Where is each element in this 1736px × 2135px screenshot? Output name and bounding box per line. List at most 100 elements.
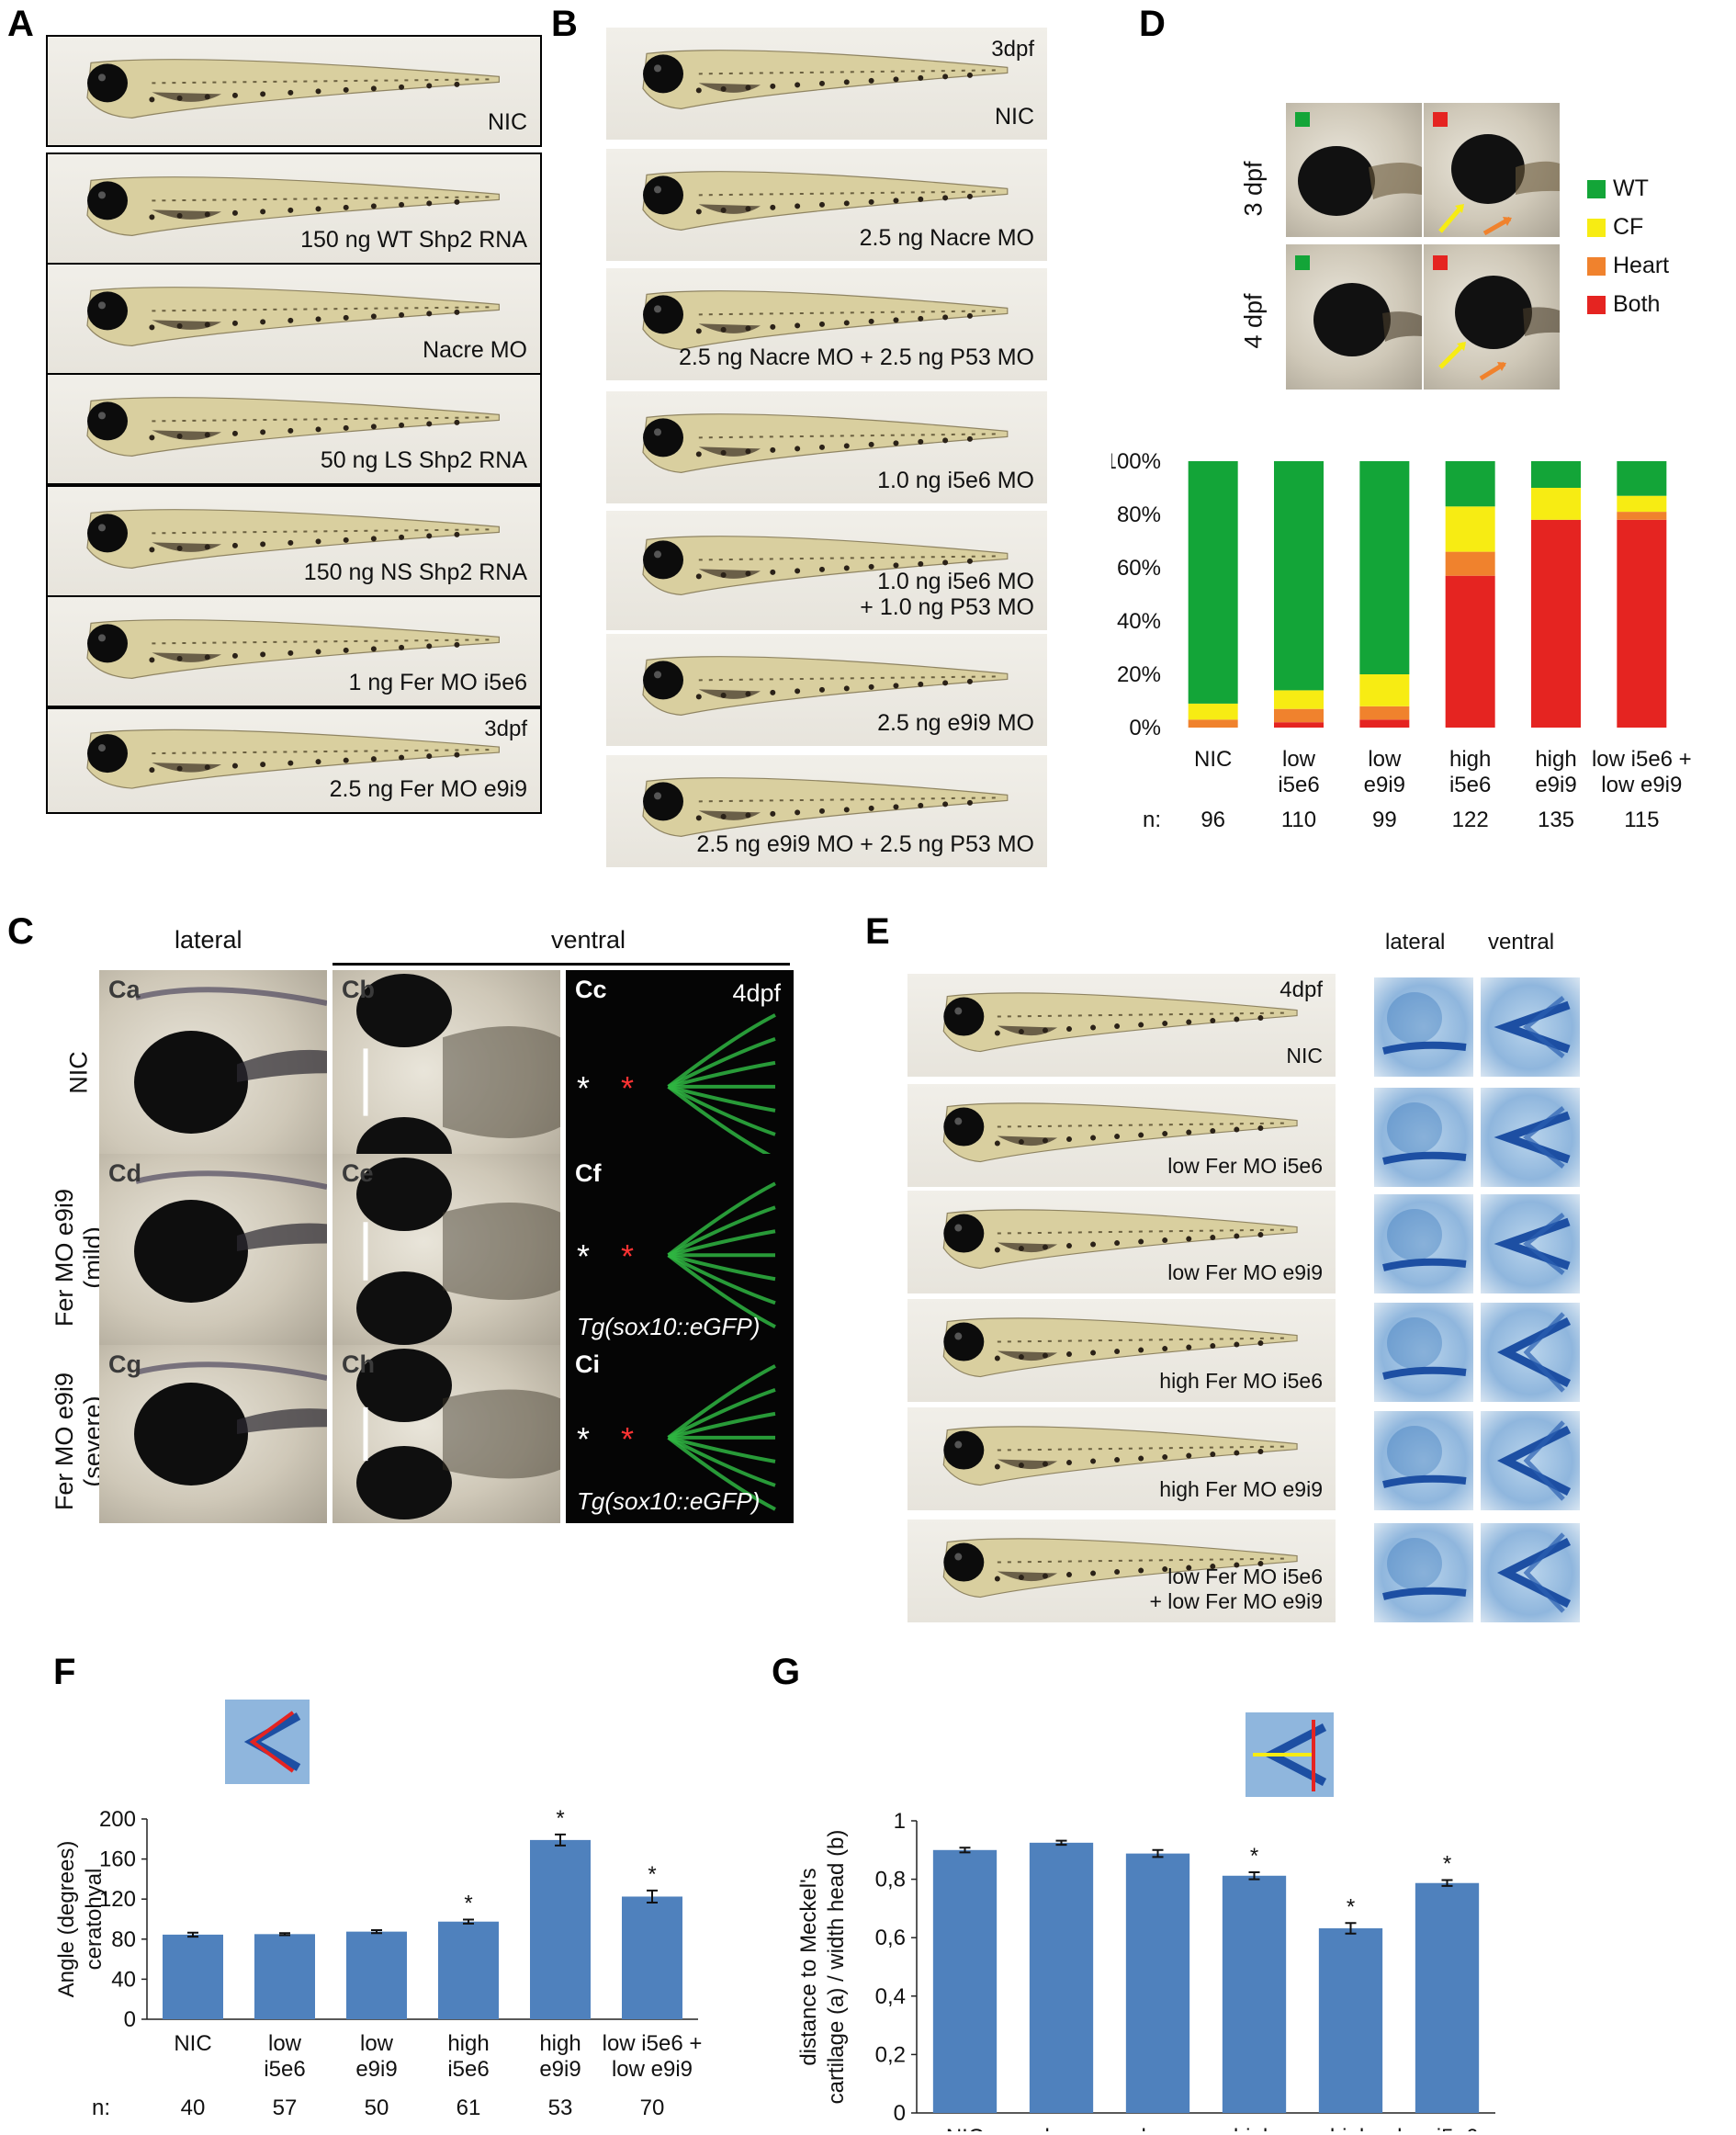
e-alcian-drawing bbox=[1382, 1426, 1467, 1488]
error-bar bbox=[463, 1918, 474, 1925]
c-tile-label: Cg bbox=[108, 1350, 141, 1378]
e-condition-label: high Fer MO e9i9 bbox=[1159, 1476, 1323, 1501]
d-photo-3dpf-wt bbox=[1286, 103, 1422, 237]
category-label: low bbox=[268, 2031, 302, 2056]
b-condition-label: NIC bbox=[994, 104, 1034, 130]
error-bar bbox=[959, 1847, 971, 1854]
b-larva-tile: 1.0 ng i5e6 MO + 1.0 ng P53 MO bbox=[606, 511, 1047, 630]
larva-illustration bbox=[86, 509, 500, 569]
c-photo-tile: Ch bbox=[333, 1345, 560, 1523]
c-stage-label: 4dpf bbox=[732, 979, 781, 1007]
category-label: low e9i9 bbox=[612, 2057, 693, 2082]
d-legend-swatch bbox=[1587, 257, 1606, 276]
category-label: high bbox=[539, 2031, 581, 2056]
category-label: low bbox=[1044, 2125, 1078, 2131]
d-bar-segment-cf bbox=[1531, 488, 1581, 520]
e-alcian-tile bbox=[1481, 1088, 1580, 1187]
d-y-tick-label: 100% bbox=[1111, 449, 1161, 474]
d-bar-segment-wt bbox=[1188, 461, 1238, 704]
b-stage-label: 3dpf bbox=[991, 37, 1034, 62]
c-row-label-nic: NIC bbox=[64, 1051, 93, 1094]
panel-letter-g: G bbox=[772, 1652, 801, 1692]
c-tile-label: Ch bbox=[342, 1350, 375, 1378]
c-photo-drawing: * * bbox=[577, 1364, 776, 1511]
d-y-tick-label: 80% bbox=[1117, 503, 1161, 527]
larva-illustration bbox=[86, 397, 500, 457]
e-larva-tile: 4dpf NIC bbox=[907, 974, 1336, 1077]
y-tick-label: 0,6 bbox=[875, 1926, 906, 1950]
e-alcian-drawing bbox=[1496, 1312, 1572, 1393]
d-bar-segment-cf bbox=[1359, 674, 1410, 706]
category-label: high bbox=[447, 2031, 489, 2056]
d-photo-4dpf-wt bbox=[1286, 244, 1422, 390]
svg-text:*: * bbox=[621, 1237, 634, 1275]
c-transgene-label: Tg(sox10::eGFP) bbox=[577, 1487, 761, 1515]
c-photo-drawing bbox=[356, 1349, 560, 1519]
e-alcian-drawing bbox=[1494, 1213, 1571, 1275]
d-bar-segment-both bbox=[1274, 722, 1324, 728]
larva-illustration bbox=[642, 536, 1009, 596]
chart-g-ratio-bars: 0 0,2 0,4 0,6 0,8 1 distance to Meckel's cartil… bbox=[796, 1712, 1497, 2131]
bar bbox=[1222, 1875, 1287, 2113]
error-bar bbox=[555, 1833, 566, 1847]
d-bar-segment-both bbox=[1359, 719, 1410, 728]
d-category-label: low bbox=[1368, 747, 1402, 772]
a-larva-tile: 150 ng NS Shp2 RNA bbox=[46, 485, 542, 597]
panel-letter-e: E bbox=[865, 911, 890, 952]
c-col-ventral: ventral bbox=[551, 926, 626, 954]
e-alcian-tile bbox=[1481, 1194, 1580, 1293]
larva-illustration bbox=[942, 1209, 1298, 1270]
d-n-label: n: bbox=[1143, 808, 1161, 827]
significance-marker: * bbox=[556, 1806, 564, 1831]
panel-letter-b: B bbox=[551, 4, 578, 44]
e-alcian-drawing bbox=[1494, 996, 1571, 1058]
a-condition-label: 150 ng NS Shp2 RNA bbox=[303, 559, 527, 586]
d-y-tick-label: 60% bbox=[1117, 556, 1161, 581]
larva-illustration bbox=[642, 656, 1009, 716]
d-photo-3dpf-both bbox=[1424, 103, 1560, 237]
d-bar-segment-cf bbox=[1445, 506, 1495, 552]
d-row-label-4dpf: 4 dpf bbox=[1239, 293, 1268, 349]
e-alcian-tile bbox=[1374, 1411, 1473, 1510]
a-condition-label: 150 ng WT Shp2 RNA bbox=[300, 227, 527, 254]
larva-illustration bbox=[642, 777, 1009, 837]
c-photo-drawing bbox=[134, 1170, 327, 1303]
category-label: i5e6 bbox=[447, 2057, 489, 2082]
e-alcian-drawing bbox=[1382, 1317, 1467, 1380]
n-value: 57 bbox=[273, 2095, 298, 2120]
category-label: NIC bbox=[946, 2125, 984, 2131]
e-condition-label: low Fer MO i5e6 bbox=[1167, 1153, 1323, 1178]
d-category-label: low e9i9 bbox=[1601, 773, 1682, 797]
b-larva-tile: 2.5 ng e9i9 MO + 2.5 ng P53 MO bbox=[606, 755, 1047, 867]
chart-d-stacked-bars: 0%20%40%60%80%100%NIC96lowi5e6110lowe9i9… bbox=[1111, 449, 1692, 827]
c-photo-tile: Cd bbox=[99, 1154, 327, 1349]
larva-illustration bbox=[942, 1317, 1298, 1378]
d-category-label: i5e6 bbox=[1449, 773, 1491, 797]
error-bar bbox=[1152, 1848, 1164, 1858]
e-larva-tile: low Fer MO i5e6 + low Fer MO e9i9 bbox=[907, 1519, 1336, 1622]
d-bar-segment-cf bbox=[1274, 690, 1324, 709]
n-value: 61 bbox=[457, 2095, 481, 2120]
a-larva-tile: 3dpf 2.5 ng Fer MO e9i9 bbox=[46, 707, 542, 814]
d-category-label: e9i9 bbox=[1364, 773, 1405, 797]
significance-marker: * bbox=[648, 1862, 656, 1887]
category-label: e9i9 bbox=[539, 2057, 581, 2082]
e-alcian-drawing bbox=[1496, 1532, 1572, 1613]
category-label: high bbox=[1234, 2125, 1275, 2131]
bar bbox=[438, 1921, 499, 2019]
e-alcian-drawing bbox=[1382, 1209, 1467, 1271]
y-tick-label: 0,2 bbox=[875, 2042, 906, 2067]
e-stage-label: 4dpf bbox=[1279, 977, 1323, 1002]
c-photo-drawing: * * bbox=[577, 1181, 776, 1329]
error-bar bbox=[647, 1889, 658, 1904]
e-alcian-drawing bbox=[1382, 992, 1467, 1055]
significance-marker: * bbox=[1443, 1852, 1451, 1877]
error-bar bbox=[279, 1932, 290, 1937]
b-larva-tile: 2.5 ng Nacre MO + 2.5 ng P53 MO bbox=[606, 268, 1047, 380]
category-label: high bbox=[1330, 2125, 1371, 2131]
d-bar-segment-cf bbox=[1188, 703, 1238, 720]
d-bar-segment-cf bbox=[1617, 495, 1667, 513]
larva-illustration bbox=[86, 619, 500, 679]
y-tick-label: 120 bbox=[99, 1887, 136, 1912]
chart-f-angle-bars: 0 40 80 120 160 200 Angle (degrees) ceratohyal N… bbox=[54, 1700, 702, 2120]
